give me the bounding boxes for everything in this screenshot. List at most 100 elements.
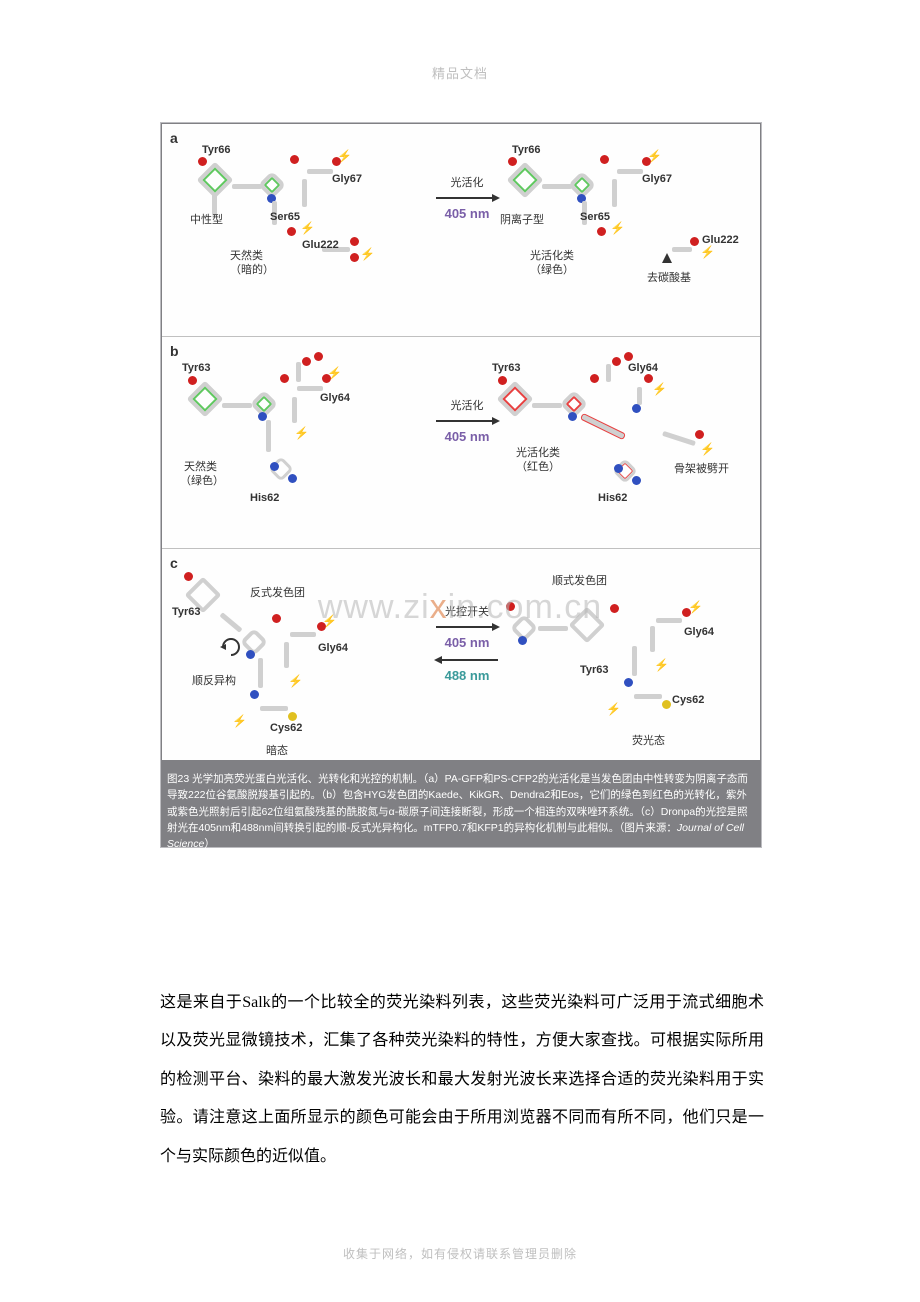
panel-c: c ⚡ ⚡ ⚡ Tyr63 Gly64 bbox=[162, 548, 760, 760]
isomer-label: 顺反异构 bbox=[192, 672, 236, 688]
nitrogen-atom bbox=[632, 404, 641, 413]
bond bbox=[532, 403, 562, 408]
bond bbox=[219, 612, 242, 633]
residue-his: His62 bbox=[598, 492, 627, 504]
phenyl-ring bbox=[507, 162, 544, 199]
bond-break-icon: ⚡ bbox=[337, 149, 352, 164]
residue-tyr: Tyr63 bbox=[182, 362, 211, 374]
bond-break-icon: ⚡ bbox=[360, 247, 375, 262]
bond-break-icon: ⚡ bbox=[654, 658, 669, 673]
bond bbox=[650, 626, 655, 652]
up-arrow-icon bbox=[660, 253, 674, 267]
bond-break-icon: ⚡ bbox=[294, 426, 309, 441]
oxygen-atom bbox=[597, 227, 606, 236]
oxygen-atom bbox=[508, 157, 517, 166]
bond bbox=[260, 706, 288, 711]
panel-b: b ⚡ ⚡ Tyr63 Gly6 bbox=[162, 336, 760, 548]
bond-conj bbox=[581, 414, 625, 439]
bond bbox=[632, 646, 637, 676]
bond-break-icon: ⚡ bbox=[647, 149, 662, 164]
oxygen-atom bbox=[280, 374, 289, 383]
bond bbox=[222, 403, 252, 408]
bond-break-icon: ⚡ bbox=[688, 600, 703, 615]
oxygen-atom bbox=[350, 253, 359, 262]
bond bbox=[232, 184, 262, 189]
bond-break-icon: ⚡ bbox=[700, 245, 715, 260]
nitrogen-atom bbox=[246, 650, 255, 659]
bond-break-icon: ⚡ bbox=[288, 674, 303, 689]
nitrogen-atom bbox=[632, 476, 641, 485]
bond bbox=[637, 387, 642, 405]
oxygen-atom bbox=[188, 376, 197, 385]
caption-tail: ） bbox=[204, 838, 215, 850]
bond bbox=[297, 386, 323, 391]
residue-tyr: Tyr63 bbox=[172, 606, 201, 618]
panel-a: a ⚡ ⚡ ⚡ Tyr66 Gly bbox=[162, 124, 760, 336]
bond-break-icon: ⚡ bbox=[652, 382, 667, 397]
oxygen-atom bbox=[290, 155, 299, 164]
residue-ser: Ser65 bbox=[270, 211, 300, 223]
sulfur-atom bbox=[288, 712, 297, 721]
nitrogen-atom bbox=[614, 464, 623, 473]
oxygen-atom bbox=[610, 604, 619, 613]
oxygen-atom bbox=[695, 430, 704, 439]
residue-tyr: Tyr63 bbox=[492, 362, 521, 374]
residue-gly: Gly67 bbox=[332, 173, 362, 185]
dark-label: （暗的） bbox=[230, 261, 274, 277]
bond bbox=[542, 184, 572, 189]
nitrogen-atom bbox=[270, 462, 279, 471]
panel-a-left-molecule: ⚡ ⚡ ⚡ Tyr66 Gly67 Ser65 Glu222 中性型 天然类 （… bbox=[172, 139, 442, 319]
page-footer: 收集于网络，如有侵权请联系管理员删除 bbox=[0, 1245, 920, 1262]
oxygen-atom bbox=[350, 237, 359, 246]
bond bbox=[302, 179, 307, 207]
residue-glu: Glu222 bbox=[702, 234, 739, 246]
phenyl-ring bbox=[197, 162, 234, 199]
figure-caption: 图23 光学加亮荧光蛋白光活化、光转化和光控的机制。（a）PA-GFP和PS-C… bbox=[167, 771, 755, 852]
oxygen-atom bbox=[184, 572, 193, 581]
sulfur-atom bbox=[662, 700, 671, 709]
residue-cys: Cys62 bbox=[672, 694, 704, 706]
oxygen-atom bbox=[302, 357, 311, 366]
decarb-label: 去碳酸基 bbox=[647, 269, 691, 285]
green-label: （绿色） bbox=[180, 472, 224, 488]
oxygen-atom bbox=[314, 352, 323, 361]
bond bbox=[307, 169, 333, 174]
panel-c-right-molecule: ⚡ ⚡ ⚡ Tyr63 Gly64 Cys62 顺式发色团 荧光态 bbox=[482, 564, 752, 744]
oxygen-atom bbox=[506, 602, 515, 611]
residue-ser: Ser65 bbox=[580, 211, 610, 223]
nitrogen-atom bbox=[288, 474, 297, 483]
phenyl-ring bbox=[569, 607, 606, 644]
residue-gly: Gly64 bbox=[628, 362, 658, 374]
bond bbox=[662, 431, 696, 446]
body-paragraph: 这是来自于Salk的一个比较全的荧光染料列表，这些荧光染料可广泛用于流式细胞术以… bbox=[160, 984, 764, 1176]
oxygen-atom bbox=[600, 155, 609, 164]
oxygen-atom bbox=[624, 352, 633, 361]
residue-his: His62 bbox=[250, 492, 279, 504]
phenyl-ring bbox=[187, 381, 224, 418]
bond bbox=[617, 169, 643, 174]
residue-gly: Gly67 bbox=[642, 173, 672, 185]
bond-break-icon: ⚡ bbox=[606, 702, 621, 717]
figure-panels: a ⚡ ⚡ ⚡ Tyr66 Gly bbox=[162, 124, 760, 760]
chromophore-label: 反式发色团 bbox=[250, 584, 305, 600]
residue-tyr: Tyr66 bbox=[202, 144, 231, 156]
bond-break-icon: ⚡ bbox=[322, 614, 337, 629]
bond bbox=[296, 362, 301, 382]
residue-tyr: Tyr63 bbox=[580, 664, 609, 676]
panel-b-right-molecule: ⚡ ⚡ Tyr63 Gly64 His62 光活化类 （红色） 骨架被劈开 bbox=[482, 352, 752, 532]
nitrogen-atom bbox=[518, 636, 527, 645]
residue-gly: Gly64 bbox=[320, 392, 350, 404]
state-label: 中性型 bbox=[190, 211, 223, 227]
bond bbox=[258, 658, 263, 688]
state-label: 阴离子型 bbox=[500, 211, 544, 227]
green-label: （绿色） bbox=[530, 261, 574, 277]
bond-break-icon: ⚡ bbox=[327, 366, 342, 381]
bond bbox=[290, 632, 316, 637]
panel-c-left-molecule: ⚡ ⚡ ⚡ Tyr63 Gly64 Cys62 反式发色团 顺反异构 暗态 bbox=[172, 564, 442, 744]
oxygen-atom bbox=[612, 357, 621, 366]
bond-break-icon: ⚡ bbox=[610, 221, 625, 236]
bond bbox=[292, 397, 297, 423]
oxygen-atom bbox=[198, 157, 207, 166]
bond-break-icon: ⚡ bbox=[232, 714, 247, 729]
residue-gly: Gly64 bbox=[318, 642, 348, 654]
